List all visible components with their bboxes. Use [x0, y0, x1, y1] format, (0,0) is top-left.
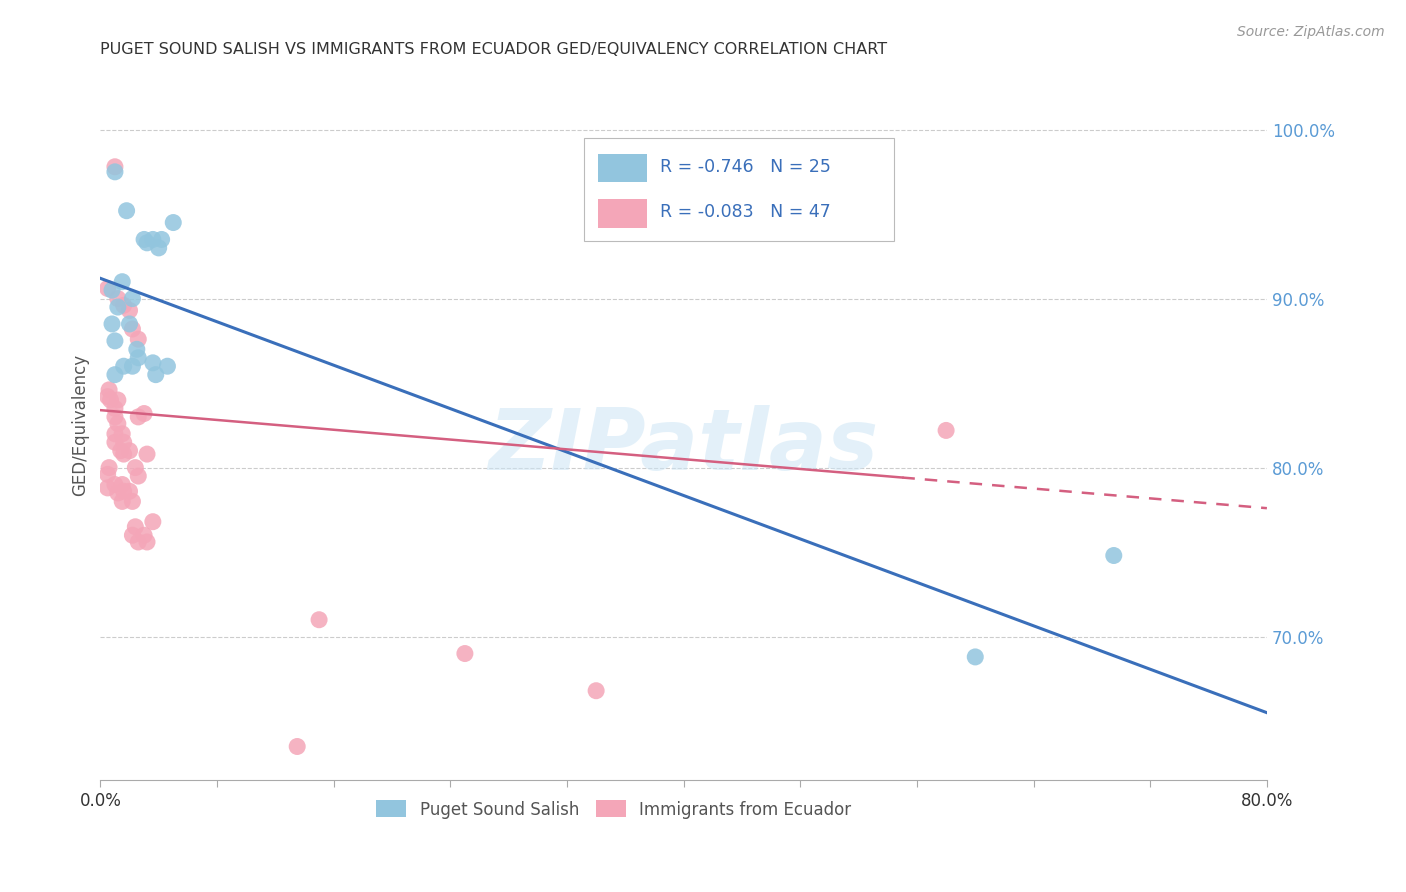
Point [132, 407, 155, 421]
Point [162, 215, 184, 229]
Point [142, 232, 165, 246]
Point [150, 232, 173, 246]
Point [121, 494, 143, 508]
Text: R = -0.746   N = 25: R = -0.746 N = 25 [661, 158, 831, 176]
Point [107, 300, 129, 314]
Point [118, 484, 141, 499]
Point [136, 535, 159, 549]
Point [110, 443, 132, 458]
Point [935, 424, 957, 438]
Point [127, 351, 149, 365]
Point [104, 160, 127, 174]
Point [97, 467, 120, 482]
Point [104, 435, 127, 450]
Point [121, 292, 143, 306]
Text: Source: ZipAtlas.com: Source: ZipAtlas.com [1237, 25, 1385, 39]
FancyBboxPatch shape [585, 138, 894, 241]
Point [118, 317, 141, 331]
Point [115, 203, 138, 218]
Point [127, 409, 149, 424]
Point [112, 359, 135, 374]
Point [97, 281, 120, 295]
FancyBboxPatch shape [599, 154, 647, 182]
Point [104, 334, 127, 348]
Point [111, 275, 134, 289]
Point [107, 486, 129, 500]
Legend: Puget Sound Salish, Immigrants from Ecuador: Puget Sound Salish, Immigrants from Ecua… [370, 794, 858, 825]
Text: ZIPatlas: ZIPatlas [488, 405, 879, 488]
FancyBboxPatch shape [599, 199, 647, 227]
Point [121, 359, 143, 374]
Point [148, 241, 170, 255]
Point [132, 528, 155, 542]
Point [124, 460, 146, 475]
Point [107, 417, 129, 431]
Point [585, 683, 607, 698]
Point [98, 383, 121, 397]
Point [104, 401, 127, 416]
Point [127, 332, 149, 346]
Point [101, 317, 124, 331]
Text: PUGET SOUND SALISH VS IMMIGRANTS FROM ECUADOR GED/EQUIVALENCY CORRELATION CHART: PUGET SOUND SALISH VS IMMIGRANTS FROM EC… [100, 42, 887, 57]
Point [112, 298, 135, 312]
Point [104, 165, 127, 179]
Y-axis label: GED/Equivalency: GED/Equivalency [72, 354, 89, 497]
Point [125, 343, 148, 357]
Point [97, 390, 120, 404]
Text: R = -0.083   N = 47: R = -0.083 N = 47 [661, 203, 831, 221]
Point [107, 392, 129, 407]
Point [104, 477, 127, 491]
Point [104, 368, 127, 382]
Point [97, 481, 120, 495]
Point [118, 443, 141, 458]
Point [124, 520, 146, 534]
Point [142, 356, 165, 370]
Point [112, 484, 135, 499]
Point [136, 235, 159, 250]
Point [127, 535, 149, 549]
Point [107, 292, 129, 306]
Point [100, 392, 122, 407]
Point [104, 426, 127, 441]
Point [101, 283, 124, 297]
Point [98, 460, 121, 475]
Point [1102, 549, 1125, 563]
Point [132, 232, 155, 246]
Point [104, 409, 127, 424]
Point [111, 494, 134, 508]
Point [136, 447, 159, 461]
Point [112, 435, 135, 450]
Point [111, 477, 134, 491]
Point [142, 515, 165, 529]
Point [145, 368, 167, 382]
Point [965, 649, 987, 664]
Point [112, 447, 135, 461]
Point [121, 322, 143, 336]
Point [308, 613, 330, 627]
Point [111, 426, 134, 441]
Point [454, 647, 477, 661]
Point [127, 469, 149, 483]
Point [121, 528, 143, 542]
Point [118, 303, 141, 318]
Point [285, 739, 308, 754]
Point [156, 359, 179, 374]
